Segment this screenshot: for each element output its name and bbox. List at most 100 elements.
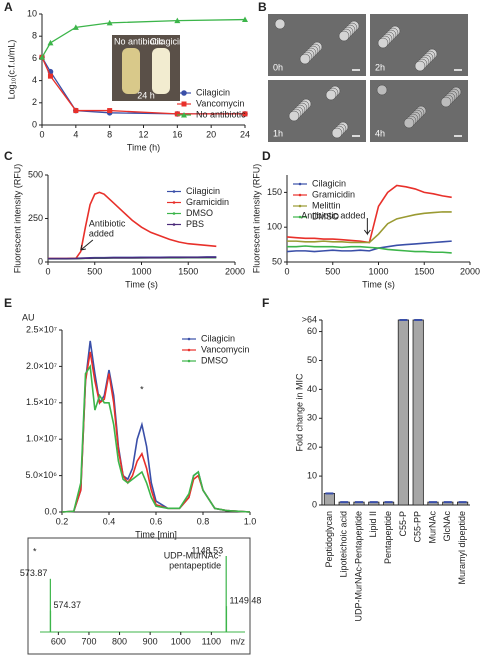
- marker: [181, 101, 187, 107]
- y-tick-label: 50: [272, 256, 282, 266]
- x-tick-label: 1500: [414, 266, 434, 276]
- x-tick-label: Lipoteichoic acid: [339, 511, 349, 578]
- marker: [242, 111, 248, 117]
- y-tick-label: 500: [28, 169, 43, 179]
- x-tick-label: 20: [206, 129, 216, 139]
- legend-label: Gramicidin: [312, 189, 355, 199]
- micrograph-label: 2h: [375, 62, 385, 72]
- x-tick-label: C55-PP: [413, 511, 423, 543]
- x-tick-label: 24: [240, 129, 250, 139]
- y-tick-label: 2: [32, 97, 37, 107]
- marker: [181, 112, 187, 118]
- x-tick-label: 1000: [171, 636, 191, 646]
- x-tick-label: GlcNAc: [442, 511, 452, 542]
- micrograph: [268, 80, 366, 142]
- y-tick-label: 2.5×10⁷: [26, 324, 57, 334]
- y-tick-label: 4: [32, 75, 37, 85]
- x-tick-label: Peptidoglycan: [324, 511, 334, 568]
- y-tick-label: 0: [32, 119, 37, 129]
- cell: [338, 30, 350, 42]
- x-tick-label: 900: [143, 636, 158, 646]
- x-tick-label: 4: [73, 129, 78, 139]
- marker: [47, 73, 53, 79]
- inset-label: Cilagicin: [150, 36, 184, 46]
- series-line: [287, 245, 452, 254]
- cell: [274, 18, 286, 30]
- y-tick-label: 40: [307, 384, 317, 394]
- marker: [174, 17, 181, 24]
- x-tick-label: 2000: [460, 266, 480, 276]
- y-tick-label: 100: [267, 222, 282, 232]
- legend-label: Cilagicin: [186, 186, 220, 196]
- marker: [187, 337, 191, 341]
- cell: [325, 89, 337, 101]
- y-tick-label: 0.0: [44, 506, 57, 516]
- cell: [440, 96, 452, 108]
- inset-frame: [27, 537, 251, 655]
- annotation: UDP-MurNAc-: [164, 550, 222, 560]
- annotation-arrow: [363, 218, 371, 236]
- cell: [331, 127, 343, 139]
- marker: [298, 204, 302, 208]
- x-tick-label: 600: [51, 636, 66, 646]
- y-axis-label: AU: [22, 312, 35, 322]
- x-tick-label: 0.2: [56, 516, 69, 526]
- x-tick-label: 1.0: [244, 516, 257, 526]
- y-tick-label: 0: [312, 499, 317, 509]
- y-tick-label: 250: [28, 213, 43, 223]
- x-tick-label: 0: [39, 129, 44, 139]
- panel-label: C: [4, 149, 13, 163]
- y-tick-label: 10: [27, 8, 37, 18]
- x-tick-label: 500: [325, 266, 340, 276]
- x-tick-label: 1000: [368, 266, 388, 276]
- x-tick-label: 16: [172, 129, 182, 139]
- x-tick-label: 8: [107, 129, 112, 139]
- x-tick-label: 1100: [202, 636, 221, 646]
- peak-label: 573.87: [20, 568, 48, 578]
- x-tick-label: 1000: [131, 266, 151, 276]
- marker: [107, 108, 113, 114]
- x-axis-label: Time [min]: [135, 529, 177, 539]
- bar: [323, 493, 335, 506]
- legend-label: Cilagicin: [196, 87, 230, 97]
- y-axis-label: Fluorescent intensity (RFU): [12, 164, 22, 274]
- panel-label: D: [262, 149, 271, 163]
- x-axis-label: Time (s): [125, 279, 158, 289]
- x-tick-label: 500: [87, 266, 102, 276]
- legend-label: PBS: [186, 219, 204, 229]
- marker: [172, 201, 176, 204]
- y-tick-label: 20: [307, 442, 317, 452]
- y-axis-label: Fold change in MIC: [294, 373, 304, 452]
- annotation: *: [140, 384, 144, 394]
- marker: [298, 193, 302, 197]
- x-tick-label: Pentapeptide: [383, 511, 393, 564]
- legend-label: Vancomycin: [196, 98, 244, 108]
- peak-label: 1148.53: [191, 545, 223, 555]
- legend-label: DMSO: [186, 208, 213, 218]
- marker: [242, 16, 248, 23]
- x-tick-label: Lipid II: [368, 511, 378, 538]
- x-tick-label: Muramyl dipeptide: [457, 511, 467, 585]
- marker: [73, 108, 79, 114]
- marker: [187, 359, 191, 363]
- y-tick-label: 1.5×10⁷: [26, 397, 57, 407]
- legend-label: Gramicidin: [186, 197, 229, 207]
- bar: [397, 319, 409, 506]
- y-tick-label: 6: [32, 53, 37, 63]
- legend-label: Vancomycin: [201, 344, 249, 354]
- panel-label: A: [4, 0, 13, 14]
- marker: [39, 54, 45, 60]
- axis-line: [321, 320, 470, 506]
- series-line: [48, 256, 217, 260]
- series-line: [48, 191, 217, 260]
- series-line: [287, 211, 452, 244]
- legend-label: Cilagicin: [312, 178, 346, 188]
- annotation: Antibiotic added: [301, 210, 365, 220]
- x-tick-label: MurNAc: [427, 511, 437, 544]
- x-tick-label: 0.6: [150, 516, 163, 526]
- legend-label: DMSO: [201, 355, 228, 365]
- y-axis-label: Fluorescent intensity (RFU): [251, 164, 261, 274]
- peak-label: 574.37: [54, 600, 82, 610]
- cell: [299, 53, 311, 65]
